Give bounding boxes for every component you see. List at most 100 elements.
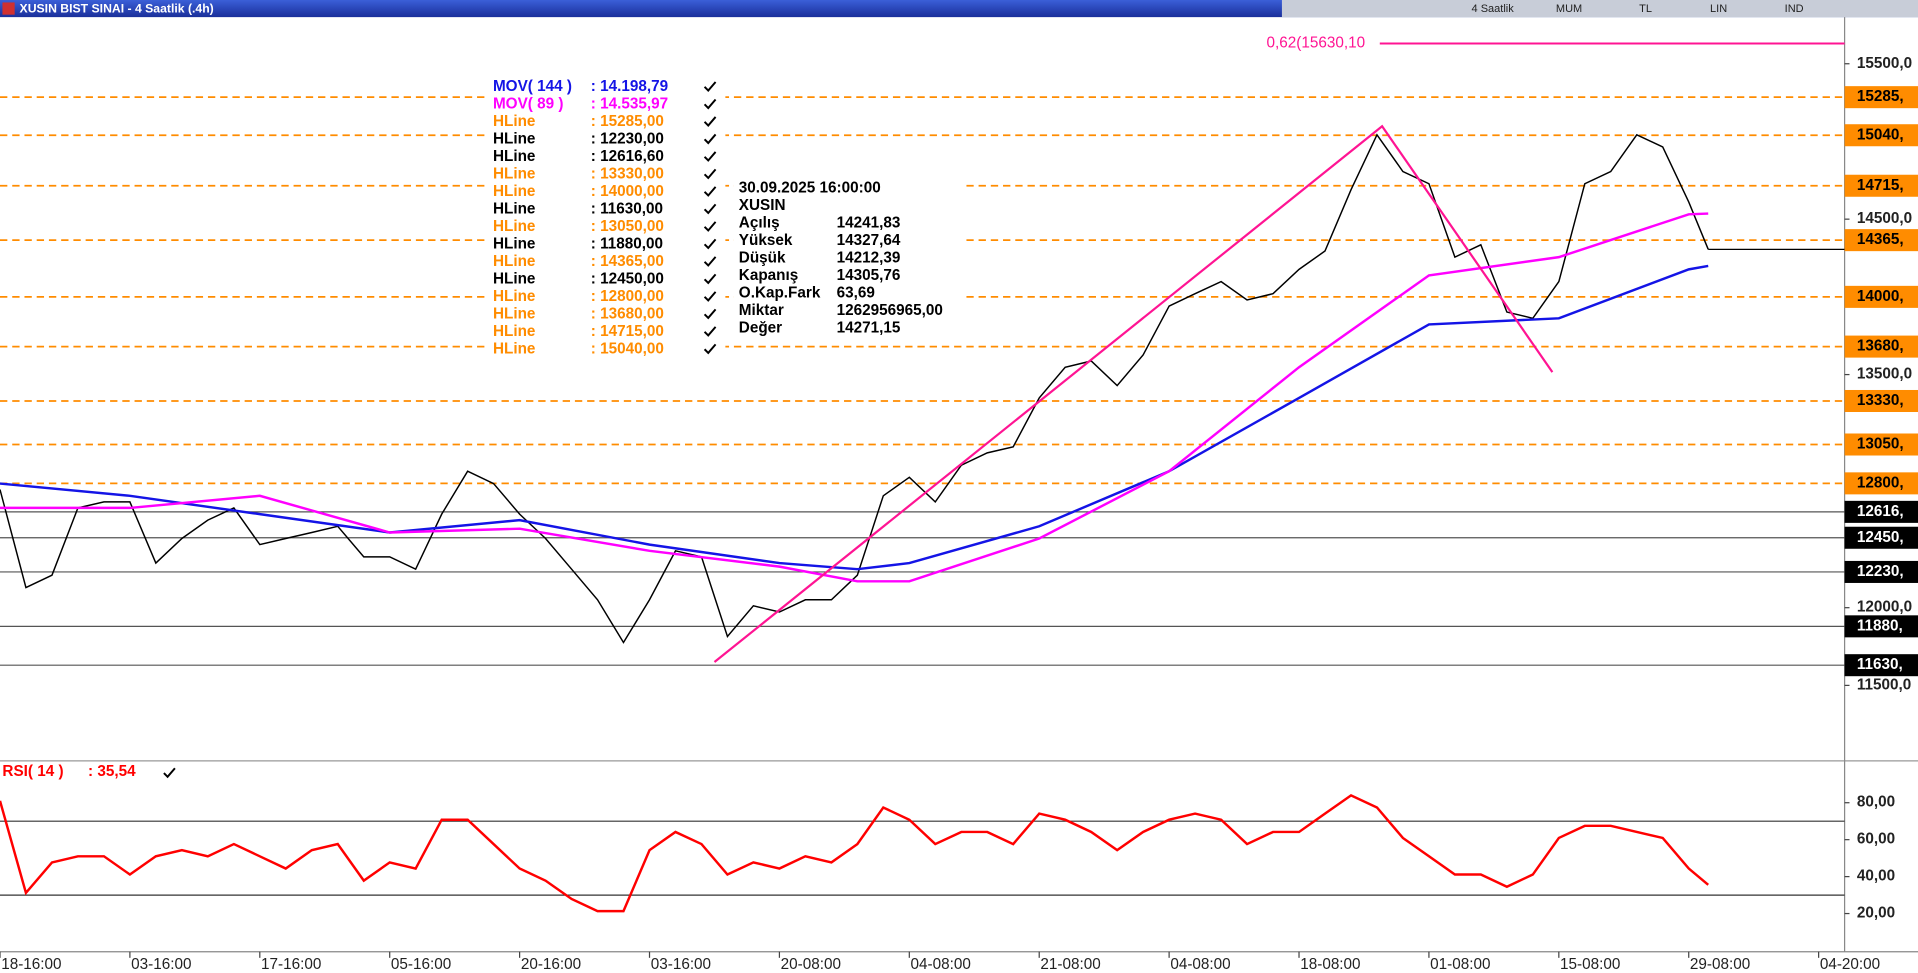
series-line <box>0 264 1709 571</box>
check-icon <box>703 256 717 267</box>
legend-value: : 14000,00 <box>591 183 664 200</box>
toolbar-item: MUM <box>1556 3 1582 15</box>
legend-value: : 12450,00 <box>591 270 664 287</box>
x-tick-label: 18-16:00 <box>1 956 61 973</box>
check-icon <box>703 221 717 232</box>
h-line-label-bg <box>1844 526 1918 549</box>
rsi-value: : 35,54 <box>88 763 136 780</box>
y-tick-label: 20,00 <box>1857 905 1895 922</box>
y-tick-label: 14500,0 <box>1857 210 1912 227</box>
x-tick-label: 05-16:00 <box>391 956 451 973</box>
toolbar <box>1281 0 1918 18</box>
check-icon <box>703 186 717 197</box>
h-line-label-bg <box>1844 654 1918 677</box>
h-line-label: 14715, <box>1857 177 1904 194</box>
info-label: O.Kap.Fark <box>739 284 821 301</box>
x-tick-label: 01-08:00 <box>1430 956 1490 973</box>
h-line-label-bg <box>1844 389 1918 413</box>
x-tick-label: 21-08:00 <box>1040 956 1100 973</box>
info-label: Açılış <box>739 214 780 231</box>
legend-name: HLine <box>493 253 535 270</box>
x-tick-label: 04-20:00 <box>1820 956 1880 973</box>
legend-name: HLine <box>493 305 535 322</box>
legend-value: : 11880,00 <box>591 235 663 252</box>
h-line-label-bg <box>1844 472 1918 495</box>
h-line-label: 12230, <box>1857 563 1904 580</box>
h-line-label-bg <box>1844 433 1918 456</box>
toolbar-item: IND <box>1785 3 1804 15</box>
y-tick-label: 15500,0 <box>1857 55 1912 72</box>
legend-value: : 14715,00 <box>591 323 664 340</box>
legend-name: HLine <box>493 288 535 305</box>
check-icon <box>703 343 717 355</box>
series-line <box>0 793 1710 913</box>
check-icon <box>703 133 717 145</box>
h-line-label: 12450, <box>1857 529 1904 546</box>
h-line-label: 12616, <box>1857 503 1904 520</box>
h-line-label: 12800, <box>1857 474 1904 491</box>
close-icon[interactable] <box>2 2 15 15</box>
y-tick-label: 40,00 <box>1857 868 1895 885</box>
y-tick-label: 11500,0 <box>1857 676 1911 693</box>
check-icon <box>703 168 717 180</box>
h-line-label-bg <box>1844 229 1918 252</box>
h-line-label: 15040, <box>1857 126 1904 143</box>
legend-name: MOV( 144 ) <box>493 78 572 95</box>
check-icon <box>703 81 717 92</box>
trend-line <box>713 124 1554 663</box>
info-value: 14327,64 <box>837 232 901 249</box>
info-value: 14241,83 <box>837 214 901 231</box>
h-line-label: 11880, <box>1857 617 1903 634</box>
check-icon <box>703 151 717 162</box>
legend-value: : 15285,00 <box>591 113 664 130</box>
info-value: 14305,76 <box>837 267 901 284</box>
info-label: Düşük <box>739 249 786 266</box>
h-line-label: 13680, <box>1857 338 1904 355</box>
h-line-label-bg <box>1844 335 1918 358</box>
h-line-label: 11630, <box>1857 656 1903 673</box>
series-line <box>0 133 1709 644</box>
h-line-label-bg <box>1844 174 1918 197</box>
fib-label: 0,62(15630,10 <box>1267 35 1366 52</box>
toolbar-item: 4 Saatlik <box>1472 3 1515 15</box>
h-line-label-bg <box>1844 560 1918 583</box>
legend-value: : 12800,00 <box>591 288 664 305</box>
h-line-label: 15285, <box>1857 88 1904 105</box>
h-line-label-bg <box>1844 285 1918 308</box>
h-line-label: 14365, <box>1857 231 1904 248</box>
legend-value: : 12616,60 <box>591 148 664 165</box>
y-tick-label: 13500,0 <box>1857 366 1912 383</box>
rsi-title: RSI( 14 ) <box>2 763 63 780</box>
h-line-label-bg <box>1844 615 1918 638</box>
info-label: Kapanış <box>739 267 798 284</box>
legend-name: HLine <box>493 270 535 287</box>
legend-name: HLine <box>493 235 535 252</box>
x-tick-label: 20-16:00 <box>521 956 581 973</box>
info-label: Yüksek <box>739 232 793 249</box>
check-icon <box>703 98 717 110</box>
info-symbol: XUSIN <box>739 197 786 214</box>
legend-value: : 12230,00 <box>591 130 664 147</box>
y-tick-label: 60,00 <box>1857 831 1895 848</box>
info-value: 1262956965,00 <box>837 302 943 319</box>
x-tick-label: 15-08:00 <box>1560 956 1620 973</box>
x-tick-label: 18-08:00 <box>1300 956 1360 973</box>
info-value: 63,69 <box>837 284 875 301</box>
legend-name: HLine <box>493 148 535 165</box>
check-icon <box>703 273 717 285</box>
legend-value: : 13680,00 <box>591 305 664 322</box>
h-line-label-bg <box>1844 86 1918 109</box>
info-value: 14271,15 <box>837 319 901 336</box>
legend-value: : 15040,00 <box>591 340 664 357</box>
legend-value: : 13330,00 <box>591 165 664 182</box>
legend-name: HLine <box>493 323 535 340</box>
check-icon <box>703 326 717 337</box>
x-tick-label: 03-16:00 <box>651 956 711 973</box>
info-label: Miktar <box>739 302 784 319</box>
h-line-label: 13050, <box>1857 436 1904 453</box>
info-value: 14212,39 <box>837 249 901 266</box>
toolbar-item: TL <box>1639 3 1652 15</box>
legend-name: HLine <box>493 130 535 147</box>
legend-value: : 14365,00 <box>591 253 664 270</box>
